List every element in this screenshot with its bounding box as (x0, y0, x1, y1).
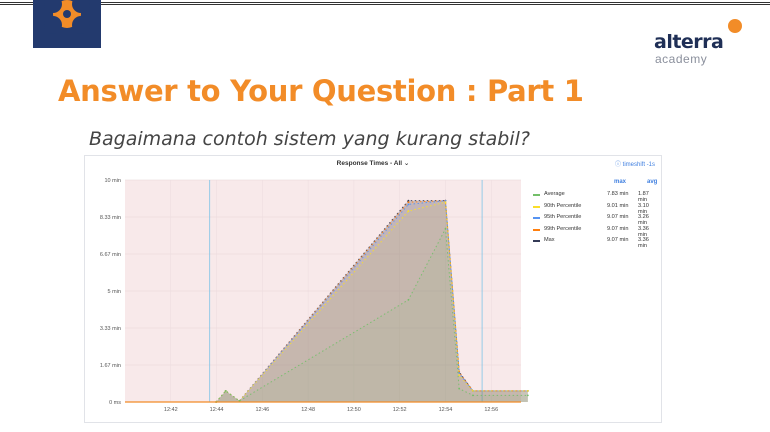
legend-swatch (533, 240, 540, 242)
legend-avg-value: 3.36 min (638, 225, 649, 238)
data-point (224, 390, 227, 392)
data-point (458, 387, 461, 390)
legend-swatch (533, 205, 540, 208)
series-area (216, 202, 528, 402)
data-point (526, 390, 529, 392)
series-line (215, 200, 528, 403)
data-point (472, 390, 474, 392)
y-tick-label: 6.67 min (100, 252, 121, 258)
data-point (458, 374, 461, 377)
data-point (407, 199, 410, 202)
series-line (215, 200, 528, 403)
legend-item[interactable]: Max 9.07 min 3.36 min (531, 237, 659, 249)
x-tick-label: 12:50 (347, 407, 361, 413)
data-point (407, 298, 410, 301)
legend-item[interactable]: 90th Percentile 9.01 min 3.10 min (531, 202, 659, 215)
y-tick-label: 1.67 min (100, 363, 121, 369)
legend-label: 90th Percentile (544, 202, 582, 209)
y-tick-label: 10 min (104, 178, 121, 184)
data-point (444, 199, 447, 202)
legend-avg-value: 1.87 min (638, 191, 649, 203)
y-tick-label: 0 ms (109, 400, 121, 406)
legend-max-value: 9.07 min (607, 237, 629, 243)
slide-subtitle: Bagaimana contoh sistem yang kurang stab… (89, 128, 530, 150)
legend-col-avg: avg (647, 179, 658, 185)
brand-name: alterra (654, 31, 724, 53)
panel-title[interactable]: Response Times - All ⌄ (336, 160, 410, 167)
series-line (215, 227, 528, 403)
x-tick-label: 12:52 (393, 407, 407, 413)
x-tick-label: 12:54 (439, 407, 453, 413)
legend-col-max: max (614, 179, 627, 185)
series-area (216, 200, 528, 402)
x-tick-label: 12:48 (301, 407, 315, 413)
top-rule (0, 2, 770, 5)
legend-avg-value: 3.10 min (638, 202, 649, 215)
data-point (407, 201, 410, 204)
data-point (458, 372, 461, 375)
x-tick-label: 12:56 (484, 407, 498, 413)
legend-label: 95th Percentile (544, 214, 582, 220)
legend-swatch (533, 194, 540, 196)
x-tick-label: 12:44 (210, 407, 224, 413)
slide-title: Answer to Your Question : Part 1 (58, 74, 584, 108)
brand-dot-icon (728, 19, 742, 33)
series-area (216, 200, 528, 402)
data-point (407, 203, 410, 206)
response-times-panel[interactable]: 0 ms 1.67 min 3.33 min 5 min 6.67 min 8.33 mi… (84, 155, 662, 423)
timeshift-badge: ⓘ timeshift -1s (614, 162, 655, 168)
legend-avg-value: 3.36 min (638, 237, 649, 249)
legend-max-value: 9.07 min (607, 225, 629, 232)
alterra-emblem-logo (33, 0, 101, 48)
brand-sub: academy (655, 52, 708, 66)
legend-item[interactable]: 99th Percentile 9.07 min 3.36 min (531, 225, 659, 238)
data-point (238, 399, 241, 402)
series-line (215, 200, 528, 403)
legend-item[interactable]: 95th Percentile 9.07 min 3.26 min (531, 214, 659, 226)
series-line (215, 201, 528, 403)
legend-max-value: 9.07 min (607, 214, 629, 220)
series-area (216, 228, 528, 402)
y-tick-label: 5 min (108, 289, 121, 295)
legend-max-value: 9.01 min (607, 202, 629, 209)
x-tick-label: 12:42 (164, 407, 178, 413)
y-tick-label: 3.33 min (100, 326, 121, 332)
legend-label: Max (544, 237, 555, 243)
legend-label: 99th Percentile (544, 225, 582, 232)
legend-max-value: 7.83 min (607, 191, 629, 197)
series-area (216, 200, 528, 402)
response-times-chart: 0 ms 1.67 min 3.33 min 5 min 6.67 min 8.33 mi… (100, 178, 529, 413)
data-point (444, 227, 447, 230)
legend-avg-value: 3.26 min (638, 214, 649, 226)
legend-swatch (533, 217, 540, 219)
data-point (526, 394, 529, 397)
data-point (444, 201, 447, 204)
data-point (407, 210, 410, 212)
x-tick-label: 12:46 (255, 407, 269, 413)
legend-label: Average (544, 191, 565, 197)
legend-swatch (533, 228, 540, 231)
alterra-academy-logo: alterra academy (654, 17, 744, 66)
legend-item[interactable]: Average 7.83 min 1.87 min (531, 191, 659, 203)
data-point (472, 394, 474, 397)
y-tick-label: 8.33 min (100, 215, 121, 221)
